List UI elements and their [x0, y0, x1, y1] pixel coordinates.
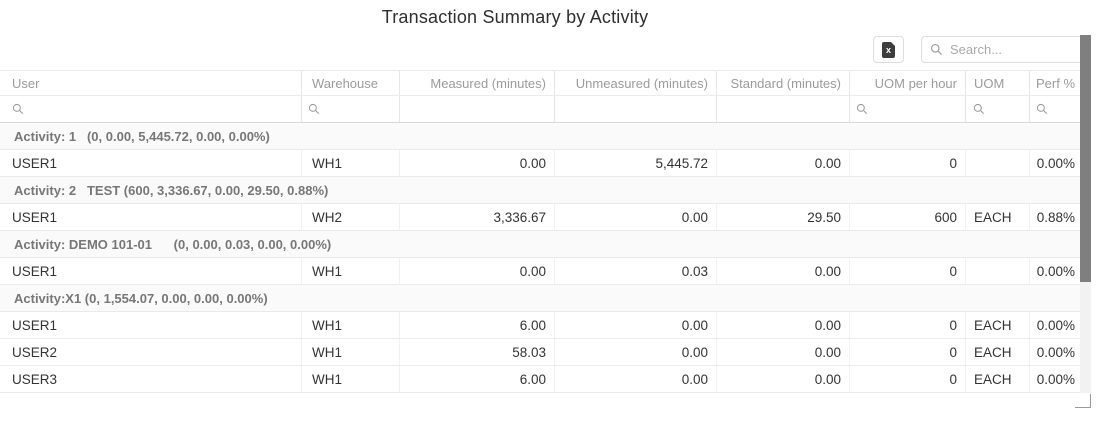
cell-user: USER3: [0, 366, 302, 392]
cell-uom-per-hour: 600: [850, 204, 966, 230]
filter-cell-uom[interactable]: [966, 96, 1030, 122]
cell-measured: 6.00: [400, 312, 555, 338]
table-row[interactable]: USER1 WH1 0.00 5,445.72 0.00 0 0.00%: [0, 150, 1081, 177]
page-title: Transaction Summary by Activity: [381, 7, 649, 27]
cell-uom-per-hour: 0: [850, 312, 966, 338]
cell-standard: 29.50: [717, 204, 850, 230]
cell-measured: 3,336.67: [400, 204, 555, 230]
cell-perf: 0.00%: [1036, 263, 1075, 279]
export-excel-button[interactable]: x: [873, 36, 904, 63]
column-header-unmeasured[interactable]: Unmeasured (minutes): [555, 71, 717, 95]
cell-user: USER1: [0, 258, 302, 284]
vertical-scrollbar-thumb[interactable]: [1080, 35, 1091, 282]
cell-user: USER1: [0, 150, 302, 176]
cell-warehouse: WH1: [302, 312, 400, 338]
table-row[interactable]: USER3 WH1 6.00 0.00 0.00 0 EACH 0.00%: [0, 366, 1081, 393]
filter-cell-standard[interactable]: [717, 96, 850, 122]
group-row-activity-1[interactable]: Activity: 1 (0, 0.00, 5,445.72, 0.00, 0.…: [0, 123, 1081, 150]
cell-uom: EACH: [966, 204, 1030, 230]
cell-perf: 0.00%: [1036, 155, 1075, 171]
cell-unmeasured: 0.00: [555, 339, 717, 365]
table-row[interactable]: USER1 WH1 0.00 0.03 0.00 0 0.00%: [0, 258, 1081, 285]
data-grid: User Warehouse Measured (minutes) Unmeas…: [0, 70, 1081, 393]
column-header-uom[interactable]: UOM: [966, 71, 1030, 95]
table-row[interactable]: USER1 WH1 6.00 0.00 0.00 0 EACH 0.00%: [0, 312, 1081, 339]
resize-corner-handle[interactable]: [1075, 394, 1091, 408]
cell-warehouse: WH1: [302, 339, 400, 365]
search-icon: [856, 103, 868, 115]
search-icon: [1036, 103, 1048, 115]
filter-cell-warehouse[interactable]: [302, 96, 400, 122]
grid-search-box[interactable]: [921, 36, 1083, 63]
cell-uom-per-hour: 0: [850, 366, 966, 392]
excel-x-glyph: x: [885, 44, 891, 55]
table-row[interactable]: USER2 WH1 58.03 0.00 0.00 0 EACH 0.00%: [0, 339, 1081, 366]
cell-uom: EACH: [966, 339, 1030, 365]
search-input[interactable]: [948, 41, 1082, 58]
cell-uom-per-hour: 0: [850, 258, 966, 284]
cell-uom: [966, 258, 1030, 284]
column-header-perf[interactable]: Perf %: [1035, 75, 1075, 91]
cell-unmeasured: 0.00: [555, 204, 717, 230]
search-icon: [12, 103, 24, 115]
cell-unmeasured: 0.03: [555, 258, 717, 284]
cell-user: USER2: [0, 339, 302, 365]
column-header-warehouse[interactable]: Warehouse: [302, 71, 400, 95]
excel-file-icon: x: [882, 41, 895, 58]
grid-filter-row: [0, 96, 1081, 123]
column-header-standard[interactable]: Standard (minutes): [717, 71, 850, 95]
cell-unmeasured: 0.00: [555, 366, 717, 392]
cell-perf: 0.88%: [1036, 209, 1075, 225]
group-row-activity-x1[interactable]: Activity:X1 (0, 1,554.07, 0.00, 0.00, 0.…: [0, 285, 1081, 312]
cell-measured: 0.00: [400, 258, 555, 284]
cell-standard: 0.00: [717, 339, 850, 365]
cell-standard: 0.00: [717, 366, 850, 392]
cell-uom-per-hour: 0: [850, 339, 966, 365]
cell-measured: 0.00: [400, 150, 555, 176]
cell-user: USER1: [0, 312, 302, 338]
cell-standard: 0.00: [717, 258, 850, 284]
column-header-measured[interactable]: Measured (minutes): [400, 71, 555, 95]
search-icon: [930, 43, 942, 55]
cell-uom: [966, 150, 1030, 176]
group-row-activity-2[interactable]: Activity: 2 TEST (600, 3,336.67, 0.00, 2…: [0, 177, 1081, 204]
cell-measured: 6.00: [400, 366, 555, 392]
cell-user: USER1: [0, 204, 302, 230]
cell-uom: EACH: [966, 366, 1030, 392]
filter-cell-unmeasured[interactable]: [555, 96, 717, 122]
filter-cell-perf[interactable]: [1030, 96, 1081, 122]
column-header-uom-per-hour[interactable]: UOM per hour: [850, 71, 966, 95]
cell-uom-per-hour: 0: [850, 150, 966, 176]
search-icon: [973, 103, 985, 115]
filter-cell-user[interactable]: [0, 96, 302, 122]
cell-warehouse: WH1: [302, 258, 400, 284]
cell-measured: 58.03: [400, 339, 555, 365]
cell-perf: 0.00%: [1036, 371, 1075, 387]
cell-standard: 0.00: [717, 150, 850, 176]
cell-unmeasured: 0.00: [555, 312, 717, 338]
cell-standard: 0.00: [717, 312, 850, 338]
filter-cell-measured[interactable]: [400, 96, 555, 122]
cell-uom: EACH: [966, 312, 1030, 338]
cell-warehouse: WH1: [302, 366, 400, 392]
cell-warehouse: WH1: [302, 150, 400, 176]
cell-perf: 0.00%: [1036, 317, 1075, 333]
grid-header-row: User Warehouse Measured (minutes) Unmeas…: [0, 70, 1081, 96]
cell-perf: 0.00%: [1036, 344, 1075, 360]
cell-unmeasured: 5,445.72: [555, 150, 717, 176]
group-row-activity-demo-101-01[interactable]: Activity: DEMO 101-01 (0, 0.00, 0.03, 0.…: [0, 231, 1081, 258]
table-row[interactable]: USER1 WH2 3,336.67 0.00 29.50 600 EACH 0…: [0, 204, 1081, 231]
search-icon: [308, 103, 320, 115]
filter-cell-uom-per-hour[interactable]: [850, 96, 966, 122]
column-header-user[interactable]: User: [0, 71, 302, 95]
cell-warehouse: WH2: [302, 204, 400, 230]
vertical-scrollbar[interactable]: [1080, 35, 1091, 393]
